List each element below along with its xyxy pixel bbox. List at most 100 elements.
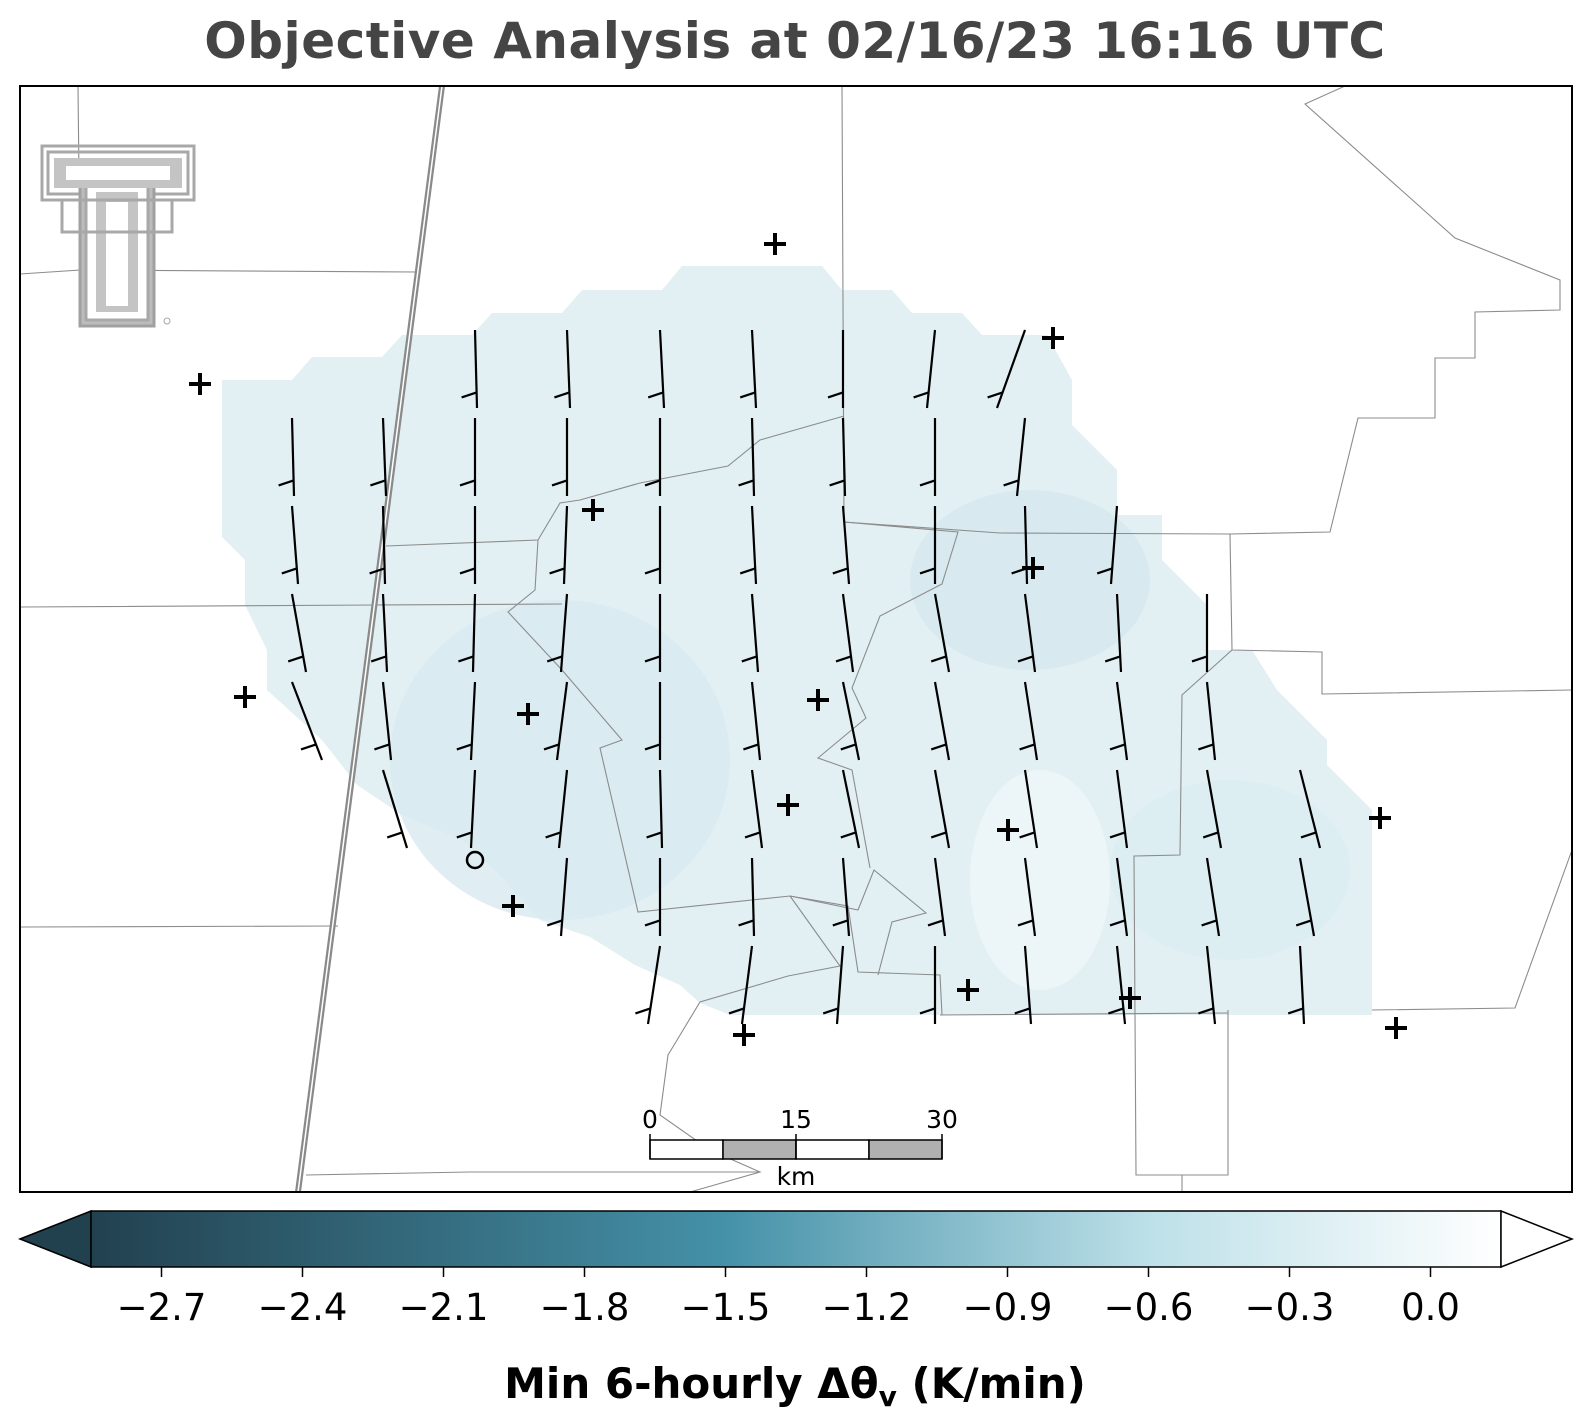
- wind-barb: [1198, 945, 1217, 1025]
- wind-barb: [739, 505, 758, 585]
- station-plus-marker: [777, 794, 799, 816]
- wind-barb: [744, 769, 764, 849]
- wind-barb: [1295, 857, 1316, 937]
- scale-segment: [795, 1139, 870, 1160]
- wind-barb: [832, 857, 851, 937]
- wind-barb: [1287, 945, 1306, 1025]
- wind-barb: [644, 682, 662, 760]
- wind-barb: [543, 681, 569, 761]
- wind-barb: [459, 506, 477, 584]
- wind-barb: [554, 329, 572, 409]
- scale-label-0: 0: [642, 1105, 658, 1134]
- colorbar-tick-label: −1.5: [681, 1286, 771, 1329]
- colorbar-ticks: −2.7 −2.4 −2.1 −1.8 −1.5 −1.2 −0.9 −0.6 −0.3 0.0: [117, 1267, 1460, 1329]
- wind-barb: [381, 769, 409, 849]
- station-plus-marker: [502, 895, 524, 917]
- wind-barb: [930, 681, 951, 761]
- map-panel: 0 15 30 km: [19, 85, 1573, 1193]
- wind-barb: [913, 329, 937, 409]
- wind-barb: [832, 505, 851, 585]
- wind-barb: [741, 593, 760, 673]
- map-title: Objective Analysis at 02/16/23 16:16 UTC: [204, 12, 1386, 70]
- colorbar-extend-low: [17, 1209, 92, 1269]
- wind-barb: [1019, 769, 1039, 849]
- colorbar-tick-label: −2.4: [258, 1286, 348, 1329]
- wind-barb: [738, 857, 756, 937]
- wind-barb: [1017, 593, 1037, 673]
- wind-barb: [456, 769, 477, 849]
- analysis-core: [390, 600, 730, 920]
- map-frame: [19, 85, 1573, 1193]
- station-markers: [189, 233, 1407, 1046]
- colorbar-tick-label: −2.1: [399, 1286, 489, 1329]
- wind-barb: [919, 418, 937, 496]
- station-plus-marker: [957, 979, 979, 1001]
- station-plus-marker: [517, 703, 539, 725]
- wind-barb: [1109, 857, 1129, 937]
- wind-barb: [374, 681, 393, 761]
- station-circle-marker: [465, 850, 485, 870]
- wind-barb: [281, 505, 300, 585]
- wind-barb: [1019, 681, 1039, 761]
- state-line: [295, 85, 445, 1193]
- station-plus-marker: [997, 819, 1019, 841]
- wind-barb: [840, 681, 861, 761]
- wind-barb: [930, 593, 951, 673]
- county-boundaries: [19, 85, 1573, 1193]
- station-plus-marker: [1369, 807, 1391, 829]
- station-plus-marker: [807, 689, 829, 711]
- wind-barb: [458, 593, 477, 673]
- wind-barb: [829, 417, 847, 497]
- wind-barb: [456, 681, 477, 761]
- texas-tech-logo: [40, 144, 196, 328]
- wind-barb: [635, 945, 662, 1025]
- colorbar-extend-high: [1500, 1209, 1575, 1269]
- scale-bar: 0 15 30 km: [642, 1105, 958, 1191]
- wind-barb: [459, 418, 477, 496]
- wind-barb: [290, 681, 324, 761]
- wind-barb: [835, 593, 855, 673]
- colorbar-tick-label: 0.0: [1401, 1286, 1460, 1329]
- wind-barb: [647, 329, 666, 409]
- wind-barb: [644, 858, 662, 936]
- wind-barb: [644, 594, 662, 672]
- wind-barb: [987, 329, 1027, 409]
- scale-label-30: 30: [926, 1105, 958, 1134]
- colorbar-tick-label: −0.3: [1245, 1286, 1335, 1329]
- wind-barb: [546, 857, 569, 937]
- wind-barb: [1109, 681, 1129, 761]
- colorbar-tick-label: −1.8: [540, 1286, 630, 1329]
- wind-barb: [728, 945, 754, 1025]
- wind-barb: [551, 418, 569, 496]
- wind-barb: [549, 505, 569, 585]
- wind-barb: [1191, 594, 1209, 672]
- wind-barb: [287, 593, 308, 673]
- wind-barb: [743, 681, 762, 761]
- wind-barb: [840, 769, 861, 849]
- scale-label-15: 15: [780, 1105, 812, 1134]
- station-plus-marker: [189, 373, 211, 395]
- wind-barb: [646, 769, 664, 849]
- wind-barb: [822, 945, 845, 1025]
- wind-barb: [278, 417, 296, 497]
- wind-barb: [919, 946, 937, 1024]
- colorbar-tick-label: −0.6: [1104, 1286, 1194, 1329]
- wind-barb: [461, 329, 479, 409]
- wind-barb: [1104, 593, 1123, 673]
- colorbar-tick-label: −0.9: [963, 1286, 1053, 1329]
- wind-barbs: [278, 329, 1322, 1025]
- analysis-core: [1110, 780, 1350, 960]
- wind-barb: [1109, 769, 1129, 849]
- scale-unit: km: [777, 1162, 816, 1191]
- wind-barb: [919, 506, 937, 584]
- wind-barb: [927, 857, 947, 937]
- wind-barb: [1298, 769, 1322, 849]
- wind-barb: [827, 330, 845, 408]
- colorbar-tick-label: −1.2: [822, 1286, 912, 1329]
- station-plus-marker: [234, 686, 256, 708]
- wind-barb: [738, 417, 756, 497]
- wind-barb: [1198, 681, 1217, 761]
- wind-barb: [644, 418, 662, 496]
- wind-barb: [930, 769, 951, 849]
- wind-barb: [1096, 505, 1119, 585]
